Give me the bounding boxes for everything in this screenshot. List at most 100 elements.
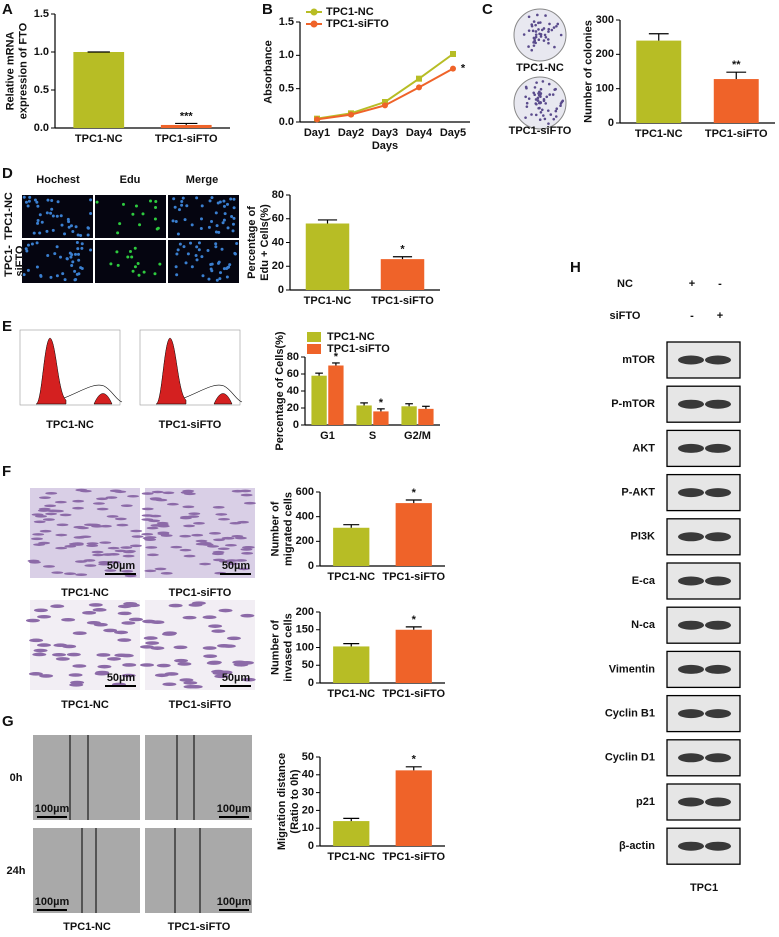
cell [130, 529, 143, 533]
cell [51, 509, 64, 513]
cell [199, 541, 212, 545]
bar [333, 821, 370, 846]
cell [190, 265, 194, 269]
cell [199, 217, 203, 221]
cell [86, 542, 99, 545]
micrograph [168, 240, 239, 283]
image-background [95, 240, 166, 283]
colony [534, 41, 537, 45]
cell [239, 660, 254, 665]
cell [170, 545, 183, 549]
cell [160, 534, 173, 537]
cell [116, 263, 120, 267]
cell [183, 524, 196, 528]
cell [39, 674, 54, 678]
significance: * [461, 63, 466, 75]
colony [540, 108, 544, 112]
cell [79, 266, 83, 270]
cell [162, 631, 177, 635]
error-bar [405, 626, 422, 630]
cell [177, 208, 181, 212]
cell [182, 615, 197, 620]
cell [146, 553, 159, 557]
cell [72, 499, 85, 503]
cell [36, 219, 40, 223]
cell [218, 608, 233, 613]
scale-bar-label: 100µm [35, 803, 70, 815]
colony [542, 39, 546, 42]
cell [45, 211, 49, 215]
cell [226, 636, 241, 641]
error-bar [343, 642, 360, 647]
cell [192, 521, 205, 525]
cell [50, 199, 54, 203]
cell [153, 217, 157, 221]
cell [29, 638, 44, 643]
colony [535, 102, 538, 106]
cell [75, 272, 79, 276]
marker [416, 84, 422, 91]
cell [42, 565, 55, 568]
y-axis-label: Absorbance [262, 40, 274, 104]
colony [527, 29, 531, 32]
cell [59, 513, 72, 517]
cell [143, 636, 158, 640]
colony [553, 88, 556, 91]
error-bar [317, 219, 338, 224]
bar [395, 503, 432, 566]
colony [530, 48, 534, 52]
cell [79, 234, 83, 238]
band [678, 355, 704, 365]
cell [195, 539, 208, 543]
cell [126, 255, 130, 259]
y-tick-label: 40 [287, 385, 299, 397]
x-tick-label: TPC1-NC [327, 688, 375, 700]
bar [356, 405, 372, 425]
cell [96, 497, 109, 501]
cell [134, 204, 138, 208]
colony [522, 33, 526, 36]
cell [226, 265, 230, 269]
cell [122, 663, 137, 667]
error-bar [405, 403, 413, 407]
cell [238, 567, 251, 571]
column-label: Merge [186, 174, 218, 186]
cell [179, 516, 192, 520]
colony [543, 33, 547, 37]
cell [188, 603, 203, 607]
cell [168, 603, 183, 608]
cell [172, 197, 176, 201]
band [705, 576, 731, 586]
cell [243, 501, 256, 505]
cell [211, 552, 224, 556]
band [678, 532, 704, 542]
x-tick-label: TPC1-siFTO [382, 688, 445, 700]
cell [210, 220, 214, 224]
micrograph [22, 195, 93, 238]
colony [536, 96, 540, 100]
cell [199, 227, 203, 231]
scale-bar-label: 100µm [35, 896, 70, 908]
cell [70, 680, 85, 685]
cell [76, 247, 80, 251]
protein-label: P-mTOR [611, 398, 655, 410]
cell [82, 611, 97, 615]
cell [232, 206, 236, 210]
micrograph [95, 195, 166, 238]
colony [539, 110, 543, 114]
x-tick-label: TPC1-NC [327, 571, 375, 583]
line [316, 67, 454, 121]
cell [216, 201, 220, 205]
colony [547, 82, 551, 86]
cell [105, 496, 118, 499]
band [678, 841, 704, 851]
wound-image [145, 828, 252, 913]
image-label: TPC1-siFTO [168, 921, 231, 933]
legend-marker [310, 8, 318, 16]
cell [142, 270, 146, 274]
cell [36, 221, 40, 225]
protein-label: Cyclin B1 [605, 708, 655, 720]
bar [305, 223, 350, 290]
cell [46, 253, 50, 257]
colony [534, 98, 538, 101]
